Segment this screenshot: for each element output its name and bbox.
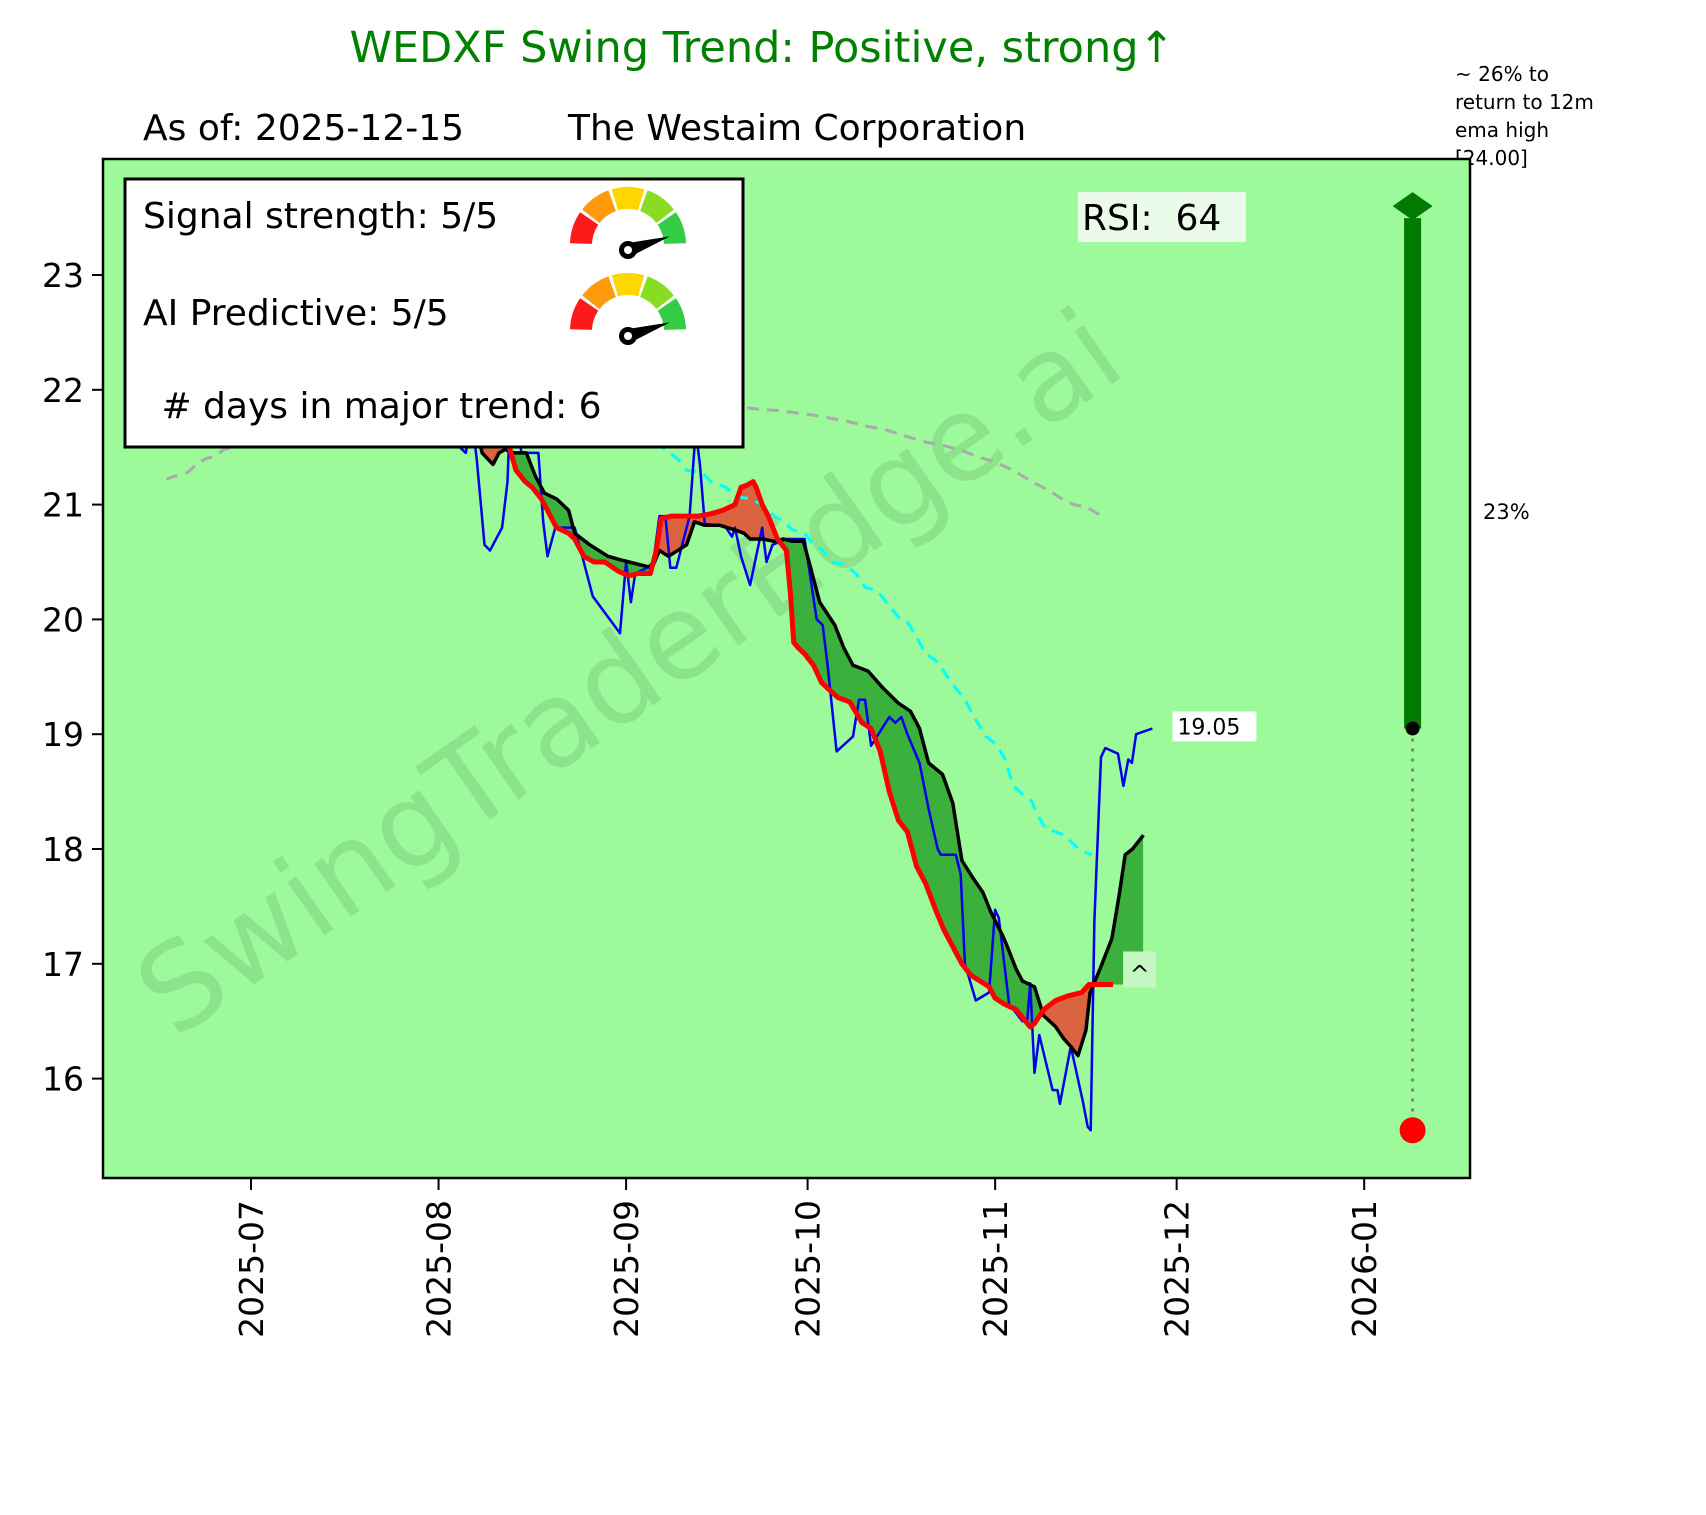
bullish-fill bbox=[778, 539, 1044, 1027]
rsi-label: RSI: 64 bbox=[1082, 198, 1221, 239]
x-tick-label: 2025-10 bbox=[789, 1200, 828, 1338]
slow-avg-line bbox=[470, 411, 1114, 1030]
x-axis: 2025-07 2025-08 2025-09 2025-10 2025-11 2025-… bbox=[232, 1178, 1384, 1338]
gauge-segment bbox=[570, 298, 599, 330]
company-name: The Westaim Corporation bbox=[567, 108, 1026, 149]
gauge-segment bbox=[640, 190, 674, 223]
gauge-segment bbox=[611, 186, 645, 211]
gauge-segment bbox=[582, 190, 616, 223]
x-tick-label: 2025-07 bbox=[232, 1200, 271, 1338]
y-tick-label: 20 bbox=[42, 600, 84, 639]
y-tick-label: 23 bbox=[42, 256, 84, 295]
current-price-dot bbox=[1405, 721, 1420, 736]
target-note-line: ~ 26% to bbox=[1455, 62, 1549, 86]
chart-title: WEDXF Swing Trend: Positive, strong↑ bbox=[349, 23, 1174, 73]
gauge-segment bbox=[582, 276, 616, 309]
ai-gauge-icon bbox=[570, 272, 686, 345]
y-tick-label: 21 bbox=[42, 486, 84, 525]
rsi-label-bg bbox=[1078, 192, 1246, 242]
target-arrow-head bbox=[1392, 192, 1433, 221]
x-tick-label: 2025-11 bbox=[976, 1200, 1015, 1338]
x-tick-label: 2025-08 bbox=[420, 1200, 459, 1338]
target-note: ~ 26% to return to 12m ema high [24.00] bbox=[1455, 62, 1594, 170]
price-line bbox=[379, 354, 1153, 1132]
gauge-segment bbox=[570, 212, 599, 244]
target-note-line: return to 12m bbox=[1455, 90, 1594, 114]
target-pct-label: 23% bbox=[1483, 500, 1530, 524]
as-of-date: As of: 2025-12-15 bbox=[143, 108, 464, 149]
y-tick-label: 17 bbox=[42, 945, 84, 984]
ai-predictive-label: AI Predictive: 5/5 bbox=[143, 293, 449, 334]
chart-marks: ^ 19.05 bbox=[165, 192, 1433, 1144]
x-tick-label: 2025-12 bbox=[1158, 1200, 1197, 1338]
y-tick-label: 16 bbox=[42, 1060, 84, 1099]
signal-marker: ^ bbox=[1130, 960, 1150, 988]
target-note-line: ema high bbox=[1455, 118, 1549, 142]
gauge-hub-center bbox=[624, 332, 632, 340]
bullish-fill bbox=[1094, 835, 1144, 985]
info-box: Signal strength: 5/5 AI Predictive: 5/5 … bbox=[123, 177, 745, 449]
low-price-dot bbox=[1399, 1117, 1426, 1144]
gauge-segment bbox=[657, 212, 686, 244]
y-axis: 16 17 18 19 20 21 22 23 bbox=[42, 256, 103, 1099]
x-tick-label: 2026-01 bbox=[1345, 1200, 1384, 1338]
last-price-label: 19.05 bbox=[1177, 715, 1240, 740]
fast-avg-line bbox=[470, 406, 1145, 1058]
info-box-frame bbox=[123, 177, 745, 449]
ema-mid-line bbox=[606, 406, 1093, 857]
gauge-segment bbox=[640, 276, 674, 309]
signal-strength-label: Signal strength: 5/5 bbox=[143, 196, 498, 237]
bearish-fill bbox=[1043, 981, 1095, 1056]
y-tick-label: 18 bbox=[42, 830, 84, 869]
signal-marker-bg bbox=[1123, 951, 1157, 988]
y-tick-label: 22 bbox=[42, 371, 84, 410]
x-tick-label: 2025-09 bbox=[607, 1200, 646, 1338]
last-price-bg bbox=[1172, 711, 1257, 742]
gauge-segment bbox=[657, 298, 686, 330]
gauge-segment bbox=[611, 272, 645, 297]
gauge-hub-center bbox=[624, 246, 632, 254]
y-tick-label: 19 bbox=[42, 715, 84, 754]
plot-frame bbox=[101, 157, 1472, 1180]
days-in-trend-label: # days in major trend: 6 bbox=[150, 386, 602, 427]
signal-gauge-icon bbox=[570, 186, 686, 259]
